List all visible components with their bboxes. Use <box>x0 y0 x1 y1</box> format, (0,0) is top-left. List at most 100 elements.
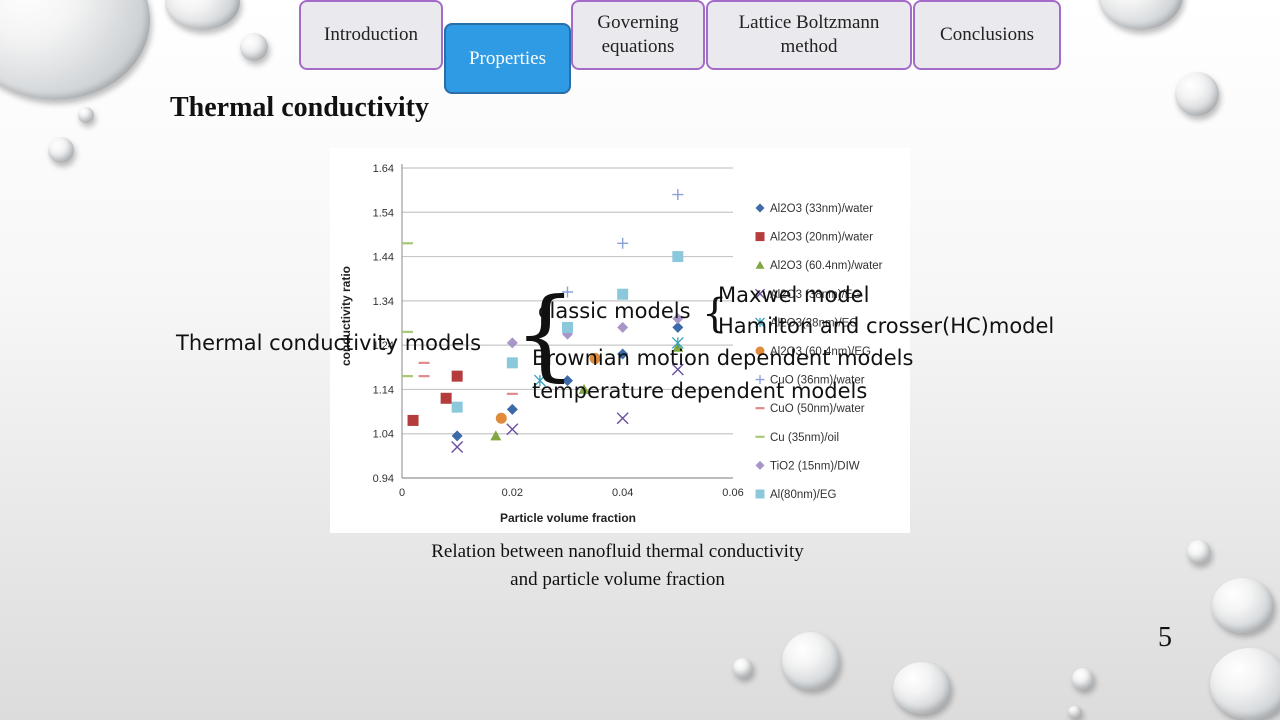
y-tick-label: 1.34 <box>373 296 394 308</box>
y-tick-label: 1.04 <box>373 429 394 441</box>
water-drop-decoration <box>48 137 74 163</box>
legend-label: Cu (35nm)/oil <box>770 432 839 444</box>
legend-marker <box>755 375 765 385</box>
data-point <box>617 348 629 360</box>
legend-label: CuO (36nm)/water <box>770 375 865 387</box>
data-point <box>490 430 502 441</box>
legend-marker <box>755 260 765 269</box>
x-axis-label: Particle volume fraction <box>500 511 636 525</box>
data-point <box>562 328 573 340</box>
data-point <box>562 321 573 333</box>
legend-label: CuO (50nm)/water <box>770 403 865 415</box>
hamilton-model-label: Hamilton and crosser(HC)model <box>718 314 1055 338</box>
legend-label: Al2O3(28nm)/EG <box>770 317 858 329</box>
brownian-models-label: Brownian motion dependent models <box>532 346 914 370</box>
x-tick-label: 0.04 <box>612 487 633 499</box>
data-point <box>451 441 464 453</box>
data-point <box>617 237 629 249</box>
legend-label: Al2O3 (38nm)/EG <box>770 289 861 301</box>
y-tick-label: 0.94 <box>373 473 394 485</box>
data-point <box>440 392 452 404</box>
data-point <box>495 412 507 424</box>
tab-lattice-boltzmann-method[interactable]: Lattice Boltzmann method <box>706 0 912 70</box>
water-drop-decoration <box>78 107 94 123</box>
water-drop-decoration <box>1068 706 1082 718</box>
tab-conclusions[interactable]: Conclusions <box>913 0 1061 70</box>
models-brace: { <box>514 278 577 392</box>
data-point <box>672 321 684 333</box>
caption-line: Relation between nanofluid thermal condu… <box>431 541 804 562</box>
data-point <box>617 321 629 333</box>
legend-label: Al(80nm)/EG <box>770 489 837 501</box>
tab-label: Properties <box>468 47 547 69</box>
data-point <box>562 286 573 298</box>
maxwell-model-label: Maxwel model <box>718 283 870 307</box>
x-tick-label: 0.02 <box>502 487 523 499</box>
tab-label: Conclusions <box>940 24 1034 45</box>
data-point <box>578 383 590 394</box>
data-point <box>562 375 573 387</box>
models-label: Thermal conductivity models <box>176 331 482 355</box>
tab-label: Governing equations <box>597 12 679 57</box>
water-drop-decoration <box>0 0 150 100</box>
legend-marker <box>755 489 765 499</box>
data-point <box>506 357 518 369</box>
water-drop-decoration <box>1210 648 1280 720</box>
data-point <box>672 189 684 201</box>
data-point <box>506 337 518 349</box>
page-title: Thermal conductivity <box>170 92 429 123</box>
data-point <box>671 363 684 376</box>
water-drop-decoration <box>1175 72 1219 116</box>
x-tick-label: 0.06 <box>722 487 743 499</box>
tab-properties[interactable]: Properties <box>444 23 571 94</box>
legend-label: Al2O3 (60.4nm)/EG <box>770 346 871 358</box>
page-number: 5 <box>1158 622 1172 653</box>
tab-label: Introduction <box>324 24 418 45</box>
data-point <box>616 412 629 425</box>
data-point <box>671 336 684 349</box>
y-axis-label: conductivity ratio <box>339 266 353 366</box>
water-drop-decoration <box>1187 540 1211 564</box>
y-tick-label: 1.14 <box>373 384 394 396</box>
tab-label: Lattice Boltzmann method <box>738 12 880 57</box>
water-drop-decoration <box>733 658 753 678</box>
data-point <box>589 352 601 364</box>
y-tick-label: 1.44 <box>373 252 394 264</box>
legend-marker <box>755 346 765 356</box>
data-point <box>506 403 518 415</box>
data-point <box>506 423 519 436</box>
data-point <box>672 313 684 325</box>
tab-introduction[interactable]: Introduction <box>299 0 443 70</box>
y-tick-label: 1.64 <box>373 163 394 175</box>
legend-label: TiO2 (15nm)/DIW <box>770 460 860 472</box>
water-drop-decoration <box>1072 668 1094 690</box>
caption-line: and particle volume fraction <box>510 569 725 590</box>
legend-marker <box>755 288 765 299</box>
temperature-models-label: temperature dependent models <box>532 379 868 403</box>
legend-label: Al2O3 (33nm)/water <box>770 203 873 215</box>
legend-marker <box>755 203 765 213</box>
y-tick-label: 1.54 <box>373 207 394 219</box>
legend-label: Al2O3 (20nm)/water <box>770 232 873 244</box>
x-tick-label: 0 <box>399 487 405 499</box>
legend-marker <box>755 232 765 242</box>
water-drop-decoration <box>240 33 268 61</box>
data-point <box>617 288 629 300</box>
data-point <box>451 401 463 413</box>
classic-models-label: classic models <box>538 299 691 323</box>
figure-caption: Relation between nanofluid thermal condu… <box>330 538 905 594</box>
water-drop-decoration <box>1098 0 1183 30</box>
data-point <box>407 414 419 426</box>
legend-marker <box>755 460 765 470</box>
data-point <box>533 374 546 387</box>
y-tick-label: 1.24 <box>373 340 394 352</box>
water-drop-decoration <box>782 632 840 690</box>
conductivity-scatter-chart: 0.94 1.04 1.14 1.24 1.34 1.44 1.54 1.64 0 0.02 0.0… <box>330 148 910 533</box>
water-drop-decoration <box>165 0 240 30</box>
classic-brace: { <box>702 291 728 337</box>
legend-label: Al2O3 (60.4nm)/water <box>770 260 883 272</box>
water-drop-decoration <box>1212 578 1274 633</box>
tab-governing-equations[interactable]: Governing equations <box>571 0 705 70</box>
water-drop-decoration <box>893 662 951 714</box>
legend-marker <box>755 317 765 328</box>
